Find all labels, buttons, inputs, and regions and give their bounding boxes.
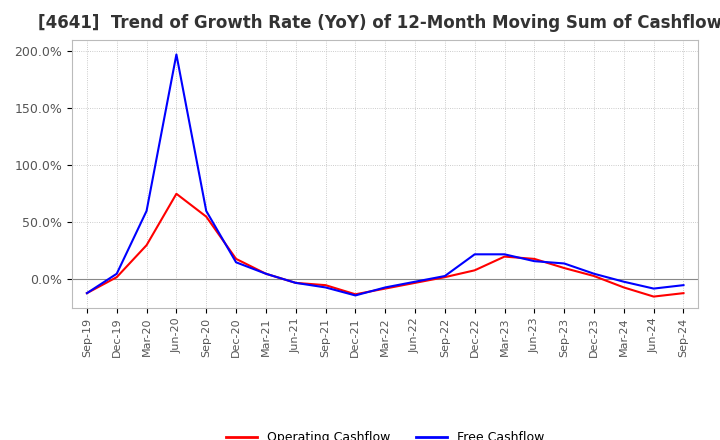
Operating Cashflow [381,286,390,291]
Free Cashflow [500,252,509,257]
Operating Cashflow [292,280,300,286]
Operating Cashflow [649,294,658,299]
Free Cashflow [261,271,270,276]
Free Cashflow [590,271,598,276]
Free Cashflow [530,259,539,264]
Operating Cashflow [619,285,628,290]
Operating Cashflow [321,282,330,288]
Free Cashflow [172,52,181,57]
Free Cashflow [619,279,628,284]
Free Cashflow [83,290,91,296]
Free Cashflow [321,285,330,290]
Operating Cashflow [679,290,688,296]
Free Cashflow [112,271,121,276]
Operating Cashflow [410,280,419,286]
Free Cashflow [351,293,360,298]
Operating Cashflow [232,256,240,261]
Operating Cashflow [83,290,91,296]
Operating Cashflow [590,273,598,279]
Free Cashflow [232,260,240,265]
Free Cashflow [143,208,151,213]
Operating Cashflow [500,254,509,259]
Free Cashflow [679,282,688,288]
Line: Free Cashflow: Free Cashflow [87,55,683,295]
Legend: Operating Cashflow, Free Cashflow: Operating Cashflow, Free Cashflow [221,426,549,440]
Operating Cashflow [470,268,479,273]
Line: Operating Cashflow: Operating Cashflow [87,194,683,297]
Operating Cashflow [172,191,181,196]
Free Cashflow [441,273,449,279]
Operating Cashflow [261,271,270,276]
Free Cashflow [292,280,300,286]
Operating Cashflow [202,214,210,219]
Operating Cashflow [112,275,121,280]
Operating Cashflow [560,265,569,271]
Operating Cashflow [143,242,151,248]
Operating Cashflow [530,256,539,261]
Title: [4641]  Trend of Growth Rate (YoY) of 12-Month Moving Sum of Cashflows: [4641] Trend of Growth Rate (YoY) of 12-… [38,15,720,33]
Free Cashflow [560,261,569,266]
Free Cashflow [202,208,210,213]
Free Cashflow [649,286,658,291]
Free Cashflow [410,279,419,284]
Free Cashflow [470,252,479,257]
Free Cashflow [381,285,390,290]
Operating Cashflow [351,292,360,297]
Operating Cashflow [441,275,449,280]
